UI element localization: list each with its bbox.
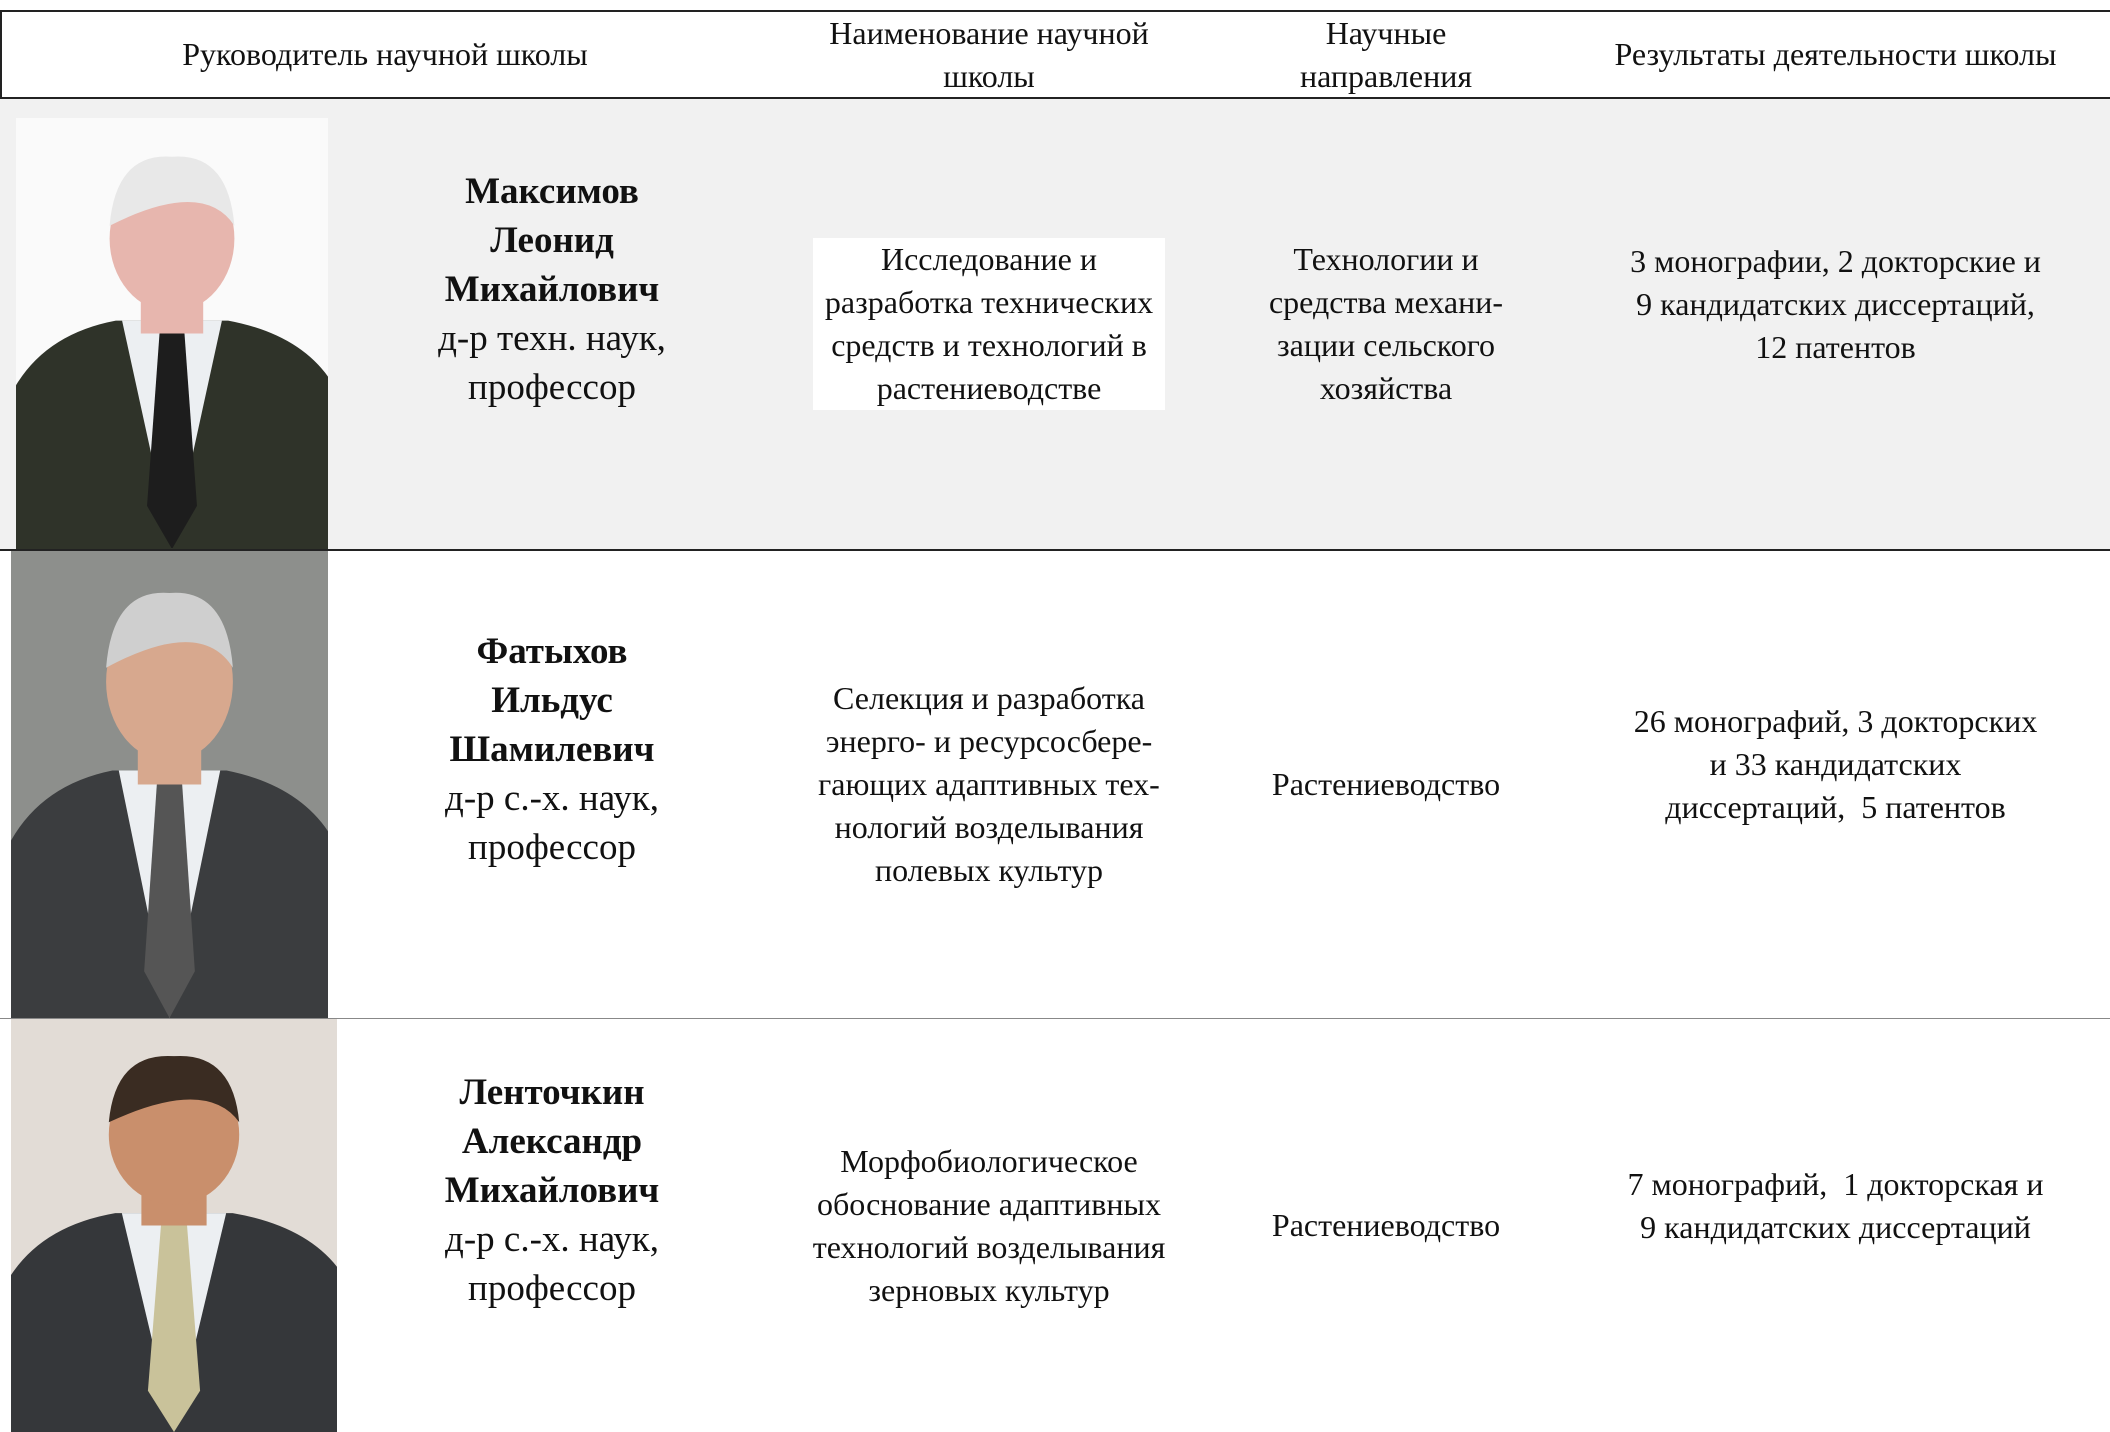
- header-text: Руководитель научной школы: [182, 36, 588, 72]
- school-text: обоснование адаптивных: [817, 1185, 1161, 1222]
- header-text: Результаты деятельности школы: [1614, 36, 2057, 72]
- header-text: школы: [943, 57, 1035, 94]
- school-cell: Исследование и разработка технических сред…: [767, 99, 1211, 549]
- school-text: Морфобиологическое: [840, 1142, 1138, 1179]
- header-cell: Руководитель научной школы: [0, 12, 770, 97]
- header-text: Научные: [1325, 14, 1447, 51]
- results-text: и 33 кандидатских: [1709, 746, 1962, 782]
- direction-text: Растениеводство: [1271, 1207, 1501, 1243]
- school-text: нологий возделывания: [834, 809, 1144, 845]
- row-background: [0, 551, 2110, 1018]
- direction-text: Технологии и: [1293, 241, 1479, 277]
- school-text: зерновых культур: [868, 1271, 1110, 1308]
- direction-text: зации сельского: [1276, 327, 1496, 363]
- school-text: разработка технических: [824, 284, 1154, 320]
- results-cell: 26 монографий, 3 докторских и 33 кандидат…: [1561, 551, 2110, 978]
- school-text: гающих адаптивных тех-: [818, 766, 1160, 802]
- school-text: технологий возделывания: [812, 1228, 1166, 1265]
- school-text: средств и технологий в: [831, 327, 1147, 363]
- leader-name: Александр: [461, 1121, 643, 1162]
- direction-text: хозяйства: [1319, 370, 1453, 406]
- leader-name: Фатыхов: [476, 631, 628, 672]
- school-text: растениеводстве: [876, 370, 1102, 406]
- leader-degree: д-р с.-х. наук,: [445, 1219, 659, 1260]
- results-text: диссертаций, 5 патентов: [1665, 789, 2006, 825]
- header-text: направления: [1299, 57, 1473, 94]
- leader-cell: Фатыхов Ильдус Шамилевич д-р с.-х. наук, про…: [337, 551, 767, 948]
- leader-name: Ильдус: [491, 680, 613, 721]
- results-text: 9 кандидатских диссертаций: [1640, 1208, 2031, 1245]
- leader-degree: профессор: [468, 1268, 636, 1309]
- results-text: 9 кандидатских диссертаций,: [1636, 285, 2035, 322]
- results-text: 12 патентов: [1755, 328, 1916, 365]
- header-text: Наименование научной: [829, 14, 1149, 51]
- portrait: [11, 551, 328, 1018]
- header-cell: Наименование научной школы: [767, 12, 1211, 97]
- leader-degree: профессор: [468, 827, 636, 868]
- row-border: [0, 549, 2110, 551]
- school-text: Селекция и разработка: [833, 680, 1145, 716]
- row-background: [0, 1019, 2110, 1432]
- results-text: 26 монографий, 3 докторских: [1633, 703, 2038, 739]
- header-cell: Научные направления: [1211, 12, 1561, 97]
- school-text: энерго- и ресурсосбере-: [825, 723, 1153, 759]
- leader-name: Михайлович: [444, 268, 660, 310]
- table-border: [0, 97, 2110, 99]
- leader-name: Шамилевич: [449, 729, 655, 770]
- leader-name: Максимов: [465, 170, 639, 212]
- results-text: 7 монографий, 1 докторская и: [1627, 1165, 2044, 1202]
- results-cell: 7 монографий, 1 докторская и 9 кандидатск…: [1561, 1019, 2110, 1392]
- school-box: Исследование и разработка технических сред…: [812, 238, 1166, 410]
- leader-degree: профессор: [468, 366, 636, 408]
- direction-cell: Растениеводство: [1211, 1019, 1561, 1432]
- direction-cell: Растениеводство: [1211, 551, 1561, 1018]
- leader-degree: д-р с.-х. наук,: [445, 778, 659, 819]
- results-cell: 3 монографии, 2 докторские и 9 кандидатск…: [1561, 99, 2110, 509]
- direction-cell: Технологии и средства механи-зации сельск…: [1211, 99, 1561, 549]
- direction-text: Растениеводство: [1271, 766, 1501, 802]
- leader-name: Ленточкин: [459, 1072, 645, 1113]
- header-cell: Результаты деятельности школы: [1561, 12, 2110, 97]
- table-border: [0, 10, 2110, 12]
- leader-cell: Максимов Леонид Михайлович д-р техн. наук, п…: [337, 99, 767, 479]
- school-text: полевых культур: [874, 852, 1104, 888]
- school-box: Морфобиологическое обоснование адаптивных…: [813, 1140, 1166, 1312]
- portrait: [16, 118, 328, 549]
- results-text: 3 монографии, 2 докторские и: [1630, 242, 2041, 279]
- school-cell: Морфобиологическое обоснование адаптивных…: [767, 1019, 1211, 1432]
- portrait: [11, 1019, 337, 1432]
- leader-cell: Ленточкин Александр Михайлович д-р с.-х. на…: [337, 1019, 767, 1362]
- row-border: [0, 1018, 2110, 1019]
- school-box: Селекция и разработка энерго- и ресурсосб…: [818, 677, 1160, 892]
- leader-name: Леонид: [490, 219, 614, 261]
- leader-degree: д-р техн. наук,: [438, 317, 666, 359]
- school-cell: Селекция и разработка энерго- и ресурсосб…: [767, 551, 1211, 1018]
- school-text: Исследование и: [880, 241, 1097, 277]
- direction-text: средства механи-: [1268, 284, 1504, 320]
- table-border: [0, 10, 2, 98]
- leader-name: Михайлович: [444, 1170, 660, 1211]
